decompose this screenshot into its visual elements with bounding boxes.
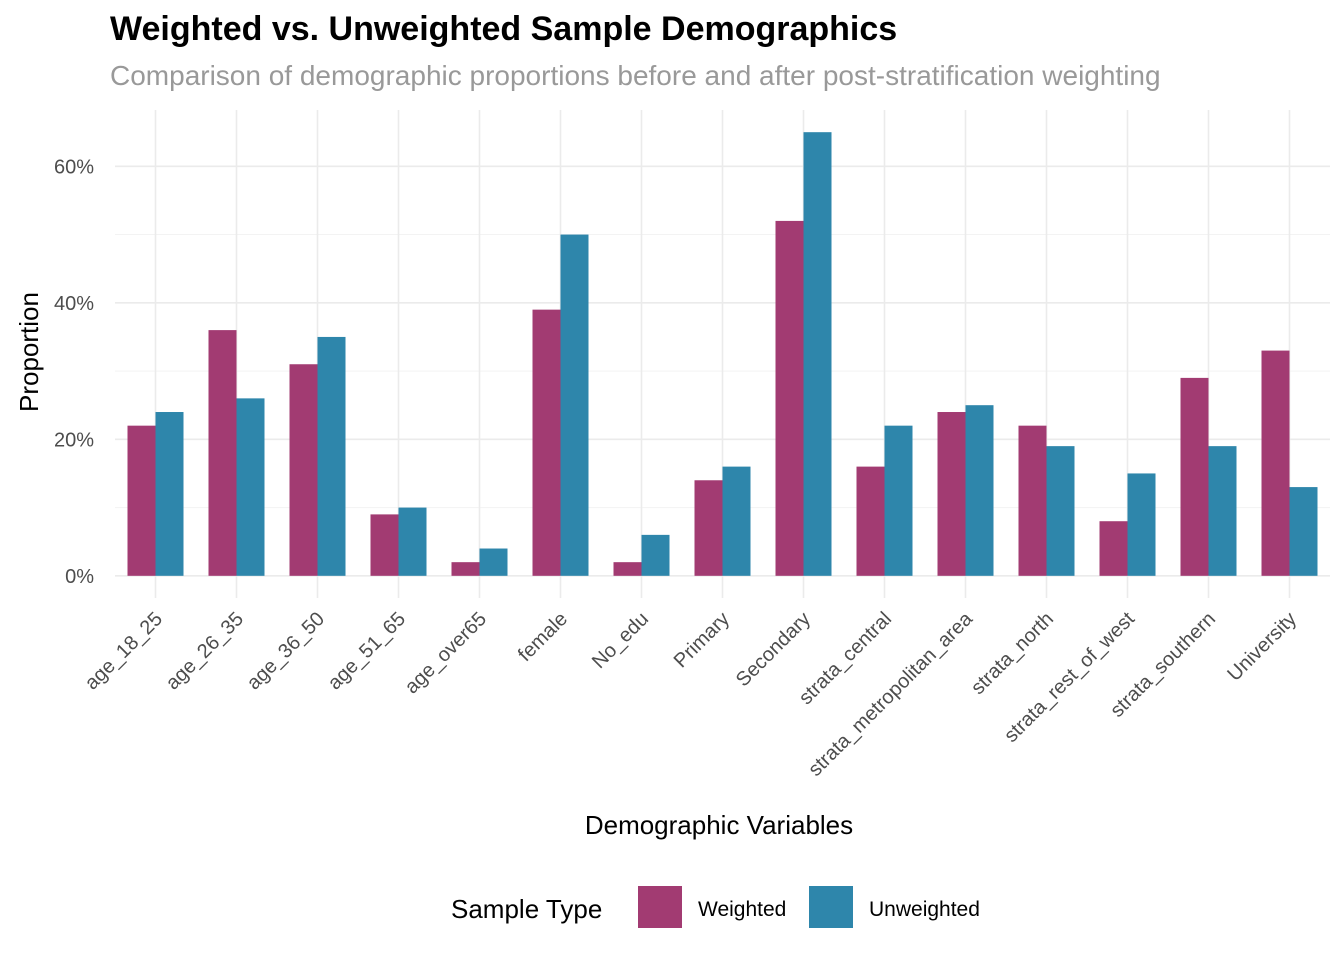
bar-unweighted-female <box>560 234 589 576</box>
bar-unweighted-strata_central <box>884 425 913 576</box>
bar-unweighted-age_26_35 <box>236 398 265 576</box>
x-tick-label: Primary <box>670 608 734 672</box>
chart-title: Weighted vs. Unweighted Sample Demograph… <box>110 10 898 48</box>
bar-weighted-age_36_50 <box>289 364 318 576</box>
bar-unweighted-age_18_25 <box>155 412 184 576</box>
bar-weighted-age_51_65 <box>370 514 399 576</box>
bar-unweighted-university <box>1289 487 1318 576</box>
y-tick-label: 60% <box>54 156 94 178</box>
bar-unweighted-age_over65 <box>479 548 508 576</box>
bar-weighted-primary <box>694 480 723 576</box>
legend: Sample Type Weighted Unweighted <box>451 886 980 928</box>
bar-unweighted-age_51_65 <box>398 507 427 576</box>
x-tick-label: No_edu <box>588 608 653 673</box>
chart-subtitle: Comparison of demographic proportions be… <box>110 60 1161 91</box>
legend-key-weighted <box>638 886 682 928</box>
x-tick-label: age_26_35 <box>162 608 248 694</box>
bar-weighted-secondary <box>775 220 804 576</box>
legend-title: Sample Type <box>451 894 602 924</box>
x-tick-label: age_36_50 <box>243 608 329 694</box>
bar-unweighted-strata_rest_of_west <box>1127 473 1156 576</box>
x-tick-label: strata_north <box>967 608 1058 699</box>
x-tick-label: age_18_25 <box>81 608 167 694</box>
bar-weighted-female <box>532 309 561 576</box>
y-tick-label: 0% <box>65 566 94 588</box>
bar-weighted-age_over65 <box>451 562 480 576</box>
bars <box>127 132 1318 576</box>
bar-weighted-strata_north <box>1018 425 1047 576</box>
x-tick-label: University <box>1223 608 1301 686</box>
bar-weighted-age_26_35 <box>208 330 237 576</box>
bar-unweighted-strata_north <box>1046 446 1075 576</box>
bar-weighted-strata_central <box>856 466 885 576</box>
legend-key-unweighted <box>809 886 853 928</box>
bar-unweighted-no_edu <box>641 534 670 576</box>
y-tick-label: 20% <box>54 429 94 451</box>
bar-weighted-university <box>1261 350 1290 576</box>
legend-label-unweighted: Unweighted <box>869 898 980 921</box>
legend-label-weighted: Weighted <box>698 898 786 921</box>
bar-unweighted-strata_metropolitan_area <box>965 405 994 576</box>
bar-weighted-strata_rest_of_west <box>1099 521 1128 576</box>
x-tick-label: Secondary <box>732 608 815 691</box>
y-tick-label: 40% <box>54 293 94 315</box>
bar-unweighted-primary <box>722 466 751 576</box>
y-axis-ticks: 0% 20% 40% 60% <box>54 156 94 588</box>
bar-unweighted-secondary <box>803 132 832 576</box>
x-tick-label: age_over65 <box>401 608 491 698</box>
x-tick-label: female <box>514 608 572 666</box>
x-tick-label: strata_metropolitan_area <box>804 607 977 780</box>
x-axis-title: Demographic Variables <box>585 810 853 840</box>
y-axis-title: Proportion <box>14 292 44 412</box>
bar-weighted-strata_southern <box>1180 377 1209 576</box>
bar-weighted-age_18_25 <box>127 425 156 576</box>
x-tick-label: age_51_65 <box>324 608 410 694</box>
bar-weighted-strata_metropolitan_area <box>937 412 966 576</box>
x-axis-ticks: age_18_25age_26_35age_36_50age_51_65age_… <box>81 607 1301 780</box>
bar-unweighted-strata_southern <box>1208 446 1237 576</box>
bar-weighted-no_edu <box>613 562 642 576</box>
bar-unweighted-age_36_50 <box>317 336 346 576</box>
